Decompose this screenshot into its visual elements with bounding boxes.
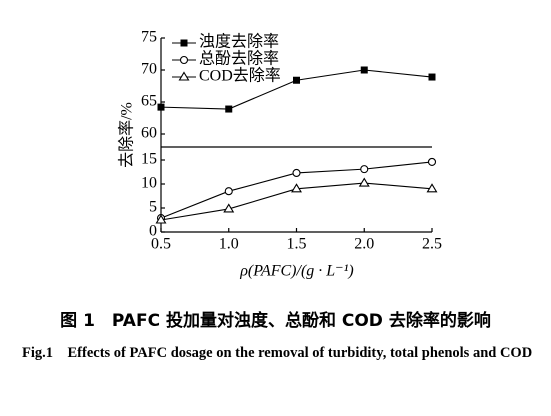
y-tick-label: 10 [141, 175, 157, 192]
y-tick-label: 60 [141, 125, 157, 142]
caption-zh: 图 1 PAFC 投加量对浊度、总酚和 COD 去除率的影响 [60, 311, 491, 331]
marker [292, 168, 301, 178]
marker [157, 103, 165, 111]
marker [427, 157, 437, 166]
x-tick-label: 0.5 [151, 236, 171, 253]
legend-label: COD去除率 [199, 67, 281, 85]
marker [155, 214, 167, 224]
legend-label: 总酚去除率 [199, 50, 279, 68]
marker [360, 165, 369, 174]
marker [225, 105, 233, 113]
y-tick-label: 5 [149, 199, 157, 216]
y-tick-label: 70 [141, 61, 157, 78]
x-tick-label: 2.0 [354, 236, 374, 253]
marker [224, 187, 233, 196]
y-tick-label: 75 [141, 29, 157, 46]
marker [426, 183, 438, 193]
x-axis-label: ρ(PAFC)/(g · L⁻¹) [239, 263, 354, 280]
marker [293, 76, 300, 84]
legend-label: 浊度去除率 [199, 33, 279, 51]
marker [428, 73, 436, 81]
chart: 去除率/% ρ(PAFC)/(g · L⁻¹) 0 5 10 15 60 65 70 75 0.… [118, 29, 442, 280]
marker [291, 183, 302, 193]
marker [179, 55, 189, 65]
y-tick-label: 65 [141, 93, 157, 110]
y-tick-label: 15 [141, 151, 157, 168]
y-axis-label: 去除率/% [118, 102, 136, 168]
caption-en: Fig.1 Effects of PAFC dosage on the remo… [22, 345, 533, 361]
marker [180, 39, 188, 47]
x-tick-label: 2.5 [422, 236, 442, 253]
marker [223, 203, 235, 213]
x-tick-label: 1.0 [219, 236, 239, 253]
x-tick-label: 1.5 [287, 236, 307, 253]
marker [358, 177, 370, 187]
marker [360, 66, 368, 74]
marker [178, 71, 190, 81]
y-tick-label: 0 [149, 223, 157, 240]
